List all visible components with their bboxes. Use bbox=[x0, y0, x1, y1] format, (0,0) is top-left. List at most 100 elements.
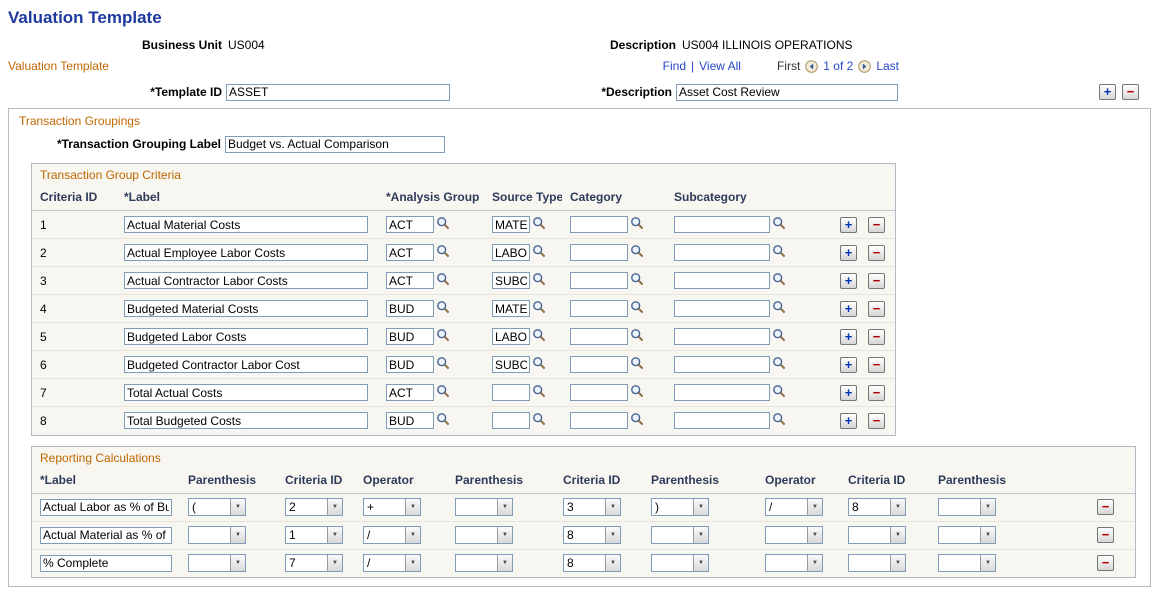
subcategory-lookup-icon[interactable] bbox=[772, 244, 786, 261]
source-type-input[interactable] bbox=[492, 384, 530, 401]
category-lookup-icon[interactable] bbox=[630, 216, 644, 233]
subcategory-input[interactable] bbox=[674, 384, 770, 401]
analysis-group-input[interactable] bbox=[386, 244, 434, 261]
last-link[interactable]: Last bbox=[876, 59, 899, 73]
analysis-group-input[interactable] bbox=[386, 300, 434, 317]
add-row-button[interactable] bbox=[840, 300, 857, 317]
source-type-lookup-icon[interactable] bbox=[532, 272, 546, 289]
parenthesis-select[interactable] bbox=[938, 554, 996, 573]
category-input[interactable] bbox=[570, 328, 628, 345]
add-row-button[interactable] bbox=[840, 272, 857, 289]
delete-row-button[interactable] bbox=[868, 328, 885, 345]
delete-row-button[interactable] bbox=[868, 300, 885, 317]
delete-row-button[interactable] bbox=[1097, 499, 1114, 515]
criteria-label-input[interactable] bbox=[124, 328, 368, 345]
delete-row-button[interactable] bbox=[1097, 527, 1114, 543]
subcategory-input[interactable] bbox=[674, 244, 770, 261]
analysis-group-lookup-icon[interactable] bbox=[436, 216, 450, 233]
criteria-label-input[interactable] bbox=[124, 412, 368, 430]
delete-row-button[interactable] bbox=[1122, 84, 1139, 100]
delete-row-button[interactable] bbox=[1097, 555, 1114, 572]
operator-select[interactable]: / bbox=[363, 554, 421, 573]
add-row-button[interactable] bbox=[840, 384, 857, 401]
subcategory-lookup-icon[interactable] bbox=[772, 300, 786, 317]
criteria-label-input[interactable] bbox=[124, 356, 368, 373]
source-type-input[interactable] bbox=[492, 356, 530, 373]
criteria-id-select[interactable]: 7 bbox=[285, 554, 343, 573]
subcategory-lookup-icon[interactable] bbox=[772, 216, 786, 233]
analysis-group-lookup-icon[interactable] bbox=[436, 272, 450, 289]
category-input[interactable] bbox=[570, 384, 628, 401]
operator-select[interactable]: / bbox=[765, 498, 823, 516]
source-type-input[interactable] bbox=[492, 244, 530, 261]
calc-label-input[interactable] bbox=[40, 498, 172, 516]
subcategory-input[interactable] bbox=[674, 216, 770, 233]
add-row-button[interactable] bbox=[840, 356, 857, 373]
criteria-label-input[interactable] bbox=[124, 216, 368, 233]
analysis-group-input[interactable] bbox=[386, 356, 434, 373]
source-type-lookup-icon[interactable] bbox=[532, 300, 546, 317]
parenthesis-select[interactable] bbox=[455, 554, 513, 573]
delete-row-button[interactable] bbox=[868, 272, 885, 289]
calc-label-input[interactable] bbox=[40, 526, 172, 544]
parenthesis-select[interactable] bbox=[651, 526, 709, 544]
criteria-label-input[interactable] bbox=[124, 300, 368, 317]
source-type-lookup-icon[interactable] bbox=[532, 356, 546, 373]
parenthesis-select[interactable] bbox=[188, 526, 246, 544]
category-lookup-icon[interactable] bbox=[630, 328, 644, 345]
transaction-grouping-input[interactable] bbox=[225, 135, 445, 153]
subcategory-lookup-icon[interactable] bbox=[772, 272, 786, 289]
parenthesis-select[interactable] bbox=[188, 554, 246, 573]
template-id-input[interactable] bbox=[226, 83, 450, 101]
subcategory-lookup-icon[interactable] bbox=[772, 384, 786, 401]
category-lookup-icon[interactable] bbox=[630, 384, 644, 401]
criteria-id-select[interactable] bbox=[848, 526, 906, 544]
add-row-button[interactable] bbox=[1099, 84, 1116, 100]
criteria-id-select[interactable]: 8 bbox=[563, 526, 621, 544]
source-type-lookup-icon[interactable] bbox=[532, 328, 546, 345]
parenthesis-select[interactable] bbox=[455, 498, 513, 516]
source-type-lookup-icon[interactable] bbox=[532, 216, 546, 233]
find-link[interactable]: Find bbox=[662, 59, 687, 73]
source-type-lookup-icon[interactable] bbox=[532, 384, 546, 401]
analysis-group-lookup-icon[interactable] bbox=[436, 300, 450, 317]
category-lookup-icon[interactable] bbox=[630, 272, 644, 289]
analysis-group-input[interactable] bbox=[386, 328, 434, 345]
previous-row-icon[interactable] bbox=[805, 59, 819, 73]
source-type-input[interactable] bbox=[492, 412, 530, 430]
analysis-group-lookup-icon[interactable] bbox=[436, 384, 450, 401]
analysis-group-input[interactable] bbox=[386, 216, 434, 233]
subcategory-input[interactable] bbox=[674, 272, 770, 289]
category-lookup-icon[interactable] bbox=[630, 300, 644, 317]
criteria-id-select[interactable] bbox=[848, 554, 906, 573]
category-input[interactable] bbox=[570, 412, 628, 430]
category-input[interactable] bbox=[570, 300, 628, 317]
subcategory-input[interactable] bbox=[674, 356, 770, 373]
next-row-icon[interactable] bbox=[858, 59, 872, 73]
parenthesis-select[interactable] bbox=[455, 526, 513, 544]
operator-select[interactable] bbox=[765, 554, 823, 573]
source-type-input[interactable] bbox=[492, 216, 530, 233]
analysis-group-lookup-icon[interactable] bbox=[436, 356, 450, 373]
operator-select[interactable]: / bbox=[363, 526, 421, 544]
operator-select[interactable]: + bbox=[363, 498, 421, 516]
analysis-group-input[interactable] bbox=[386, 272, 434, 289]
delete-row-button[interactable] bbox=[868, 356, 885, 373]
criteria-id-select[interactable]: 3 bbox=[563, 498, 621, 516]
parenthesis-select[interactable]: ) bbox=[651, 498, 709, 516]
subcategory-input[interactable] bbox=[674, 300, 770, 317]
parenthesis-select[interactable]: ( bbox=[188, 498, 246, 516]
criteria-id-select[interactable]: 8 bbox=[848, 498, 906, 516]
source-type-input[interactable] bbox=[492, 300, 530, 317]
criteria-label-input[interactable] bbox=[124, 244, 368, 261]
add-row-button[interactable] bbox=[840, 412, 857, 429]
calc-label-input[interactable] bbox=[40, 554, 172, 572]
category-input[interactable] bbox=[570, 356, 628, 373]
criteria-id-select[interactable]: 2 bbox=[285, 498, 343, 516]
delete-row-button[interactable] bbox=[868, 216, 885, 233]
subcategory-lookup-icon[interactable] bbox=[772, 412, 786, 429]
category-input[interactable] bbox=[570, 244, 628, 261]
add-row-button[interactable] bbox=[840, 244, 857, 261]
parenthesis-select[interactable] bbox=[938, 526, 996, 544]
category-lookup-icon[interactable] bbox=[630, 244, 644, 261]
